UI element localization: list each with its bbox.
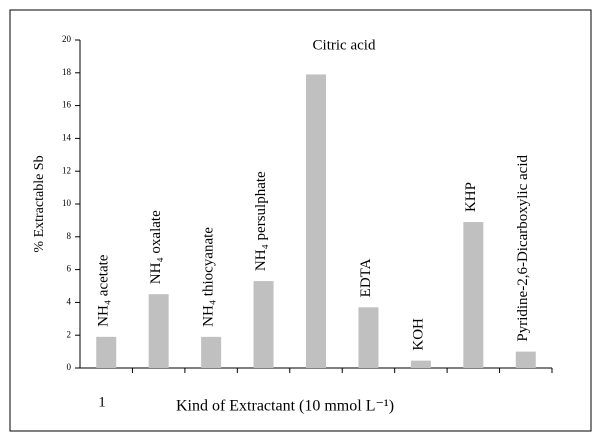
y-tick-label: 18 (62, 67, 72, 77)
category-label: EDTA (358, 258, 374, 297)
frame (9, 9, 592, 432)
bar (201, 336, 222, 368)
category-label: Citric acid (313, 37, 376, 53)
y-tick-label: 2 (67, 329, 72, 339)
y-tick-label: 12 (62, 165, 71, 175)
category-label: NH₄ oxalate (148, 210, 164, 284)
bar (515, 351, 536, 368)
y-tick-label: 14 (62, 132, 72, 142)
bar (358, 307, 379, 368)
category-label: KOH (410, 318, 426, 351)
category-label: NH₄ persulphate (253, 171, 269, 271)
y-tick-label: 6 (67, 264, 72, 274)
y-axis-label: % Extractable Sb (32, 155, 47, 252)
bar (253, 281, 274, 368)
y-tick-label: 0 (67, 362, 72, 372)
bar (96, 336, 117, 368)
category-label: NH₄ thiocyanate (201, 227, 217, 327)
y-tick-label: 20 (62, 34, 72, 44)
bar (148, 294, 169, 368)
bar (306, 74, 326, 368)
category-label: Pyridine-2,6-Dicarboxylic acid (515, 154, 531, 341)
bar (410, 360, 431, 368)
category-label: NH₄ acetate (96, 254, 112, 327)
y-tick-label: 4 (67, 296, 72, 306)
bar (463, 222, 484, 368)
y-tick-label: 10 (62, 198, 72, 208)
x-axis-label: Kind of Extractant (10 mmol L⁻¹) (176, 398, 394, 415)
y-tick-label: 16 (62, 100, 72, 110)
y-tick-label: 8 (67, 231, 72, 241)
category-label: KHP (463, 182, 479, 212)
x-tick-label: 1 (98, 394, 106, 410)
